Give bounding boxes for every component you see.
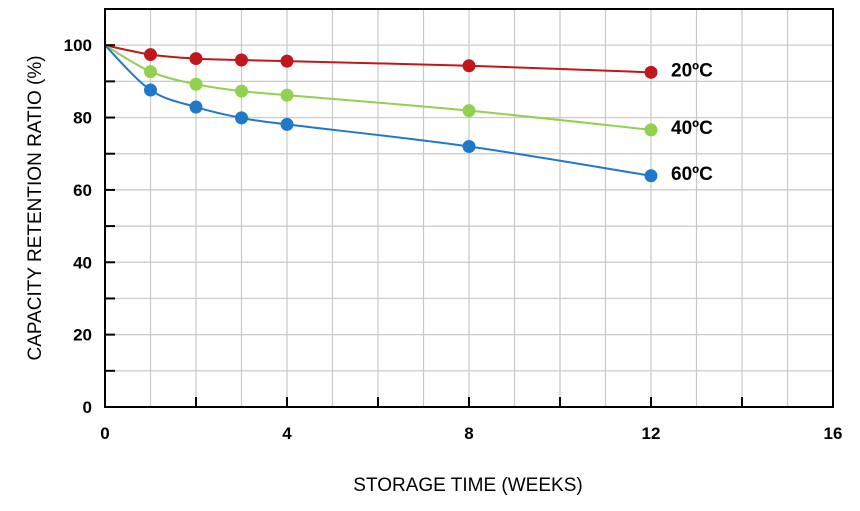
series-label: 20ºC bbox=[671, 60, 713, 81]
data-point bbox=[644, 123, 658, 137]
data-point bbox=[144, 48, 157, 62]
x-tick-label: 8 bbox=[464, 424, 473, 443]
y-tick-label: 60 bbox=[73, 181, 92, 200]
data-point bbox=[280, 88, 294, 102]
y-tick-label: 80 bbox=[73, 109, 92, 128]
data-point bbox=[280, 117, 294, 131]
data-point bbox=[644, 169, 658, 183]
x-axis-title: STORAGE TIME (WEEKS) bbox=[353, 475, 582, 496]
data-point bbox=[462, 139, 476, 153]
data-point bbox=[189, 52, 203, 66]
series-labels: 20ºC 40ºC 60ºC bbox=[671, 60, 713, 184]
series-label: 40ºC bbox=[671, 118, 713, 139]
series-points bbox=[144, 48, 658, 183]
data-point bbox=[235, 84, 248, 98]
data-point bbox=[189, 77, 203, 91]
data-point bbox=[644, 65, 658, 79]
data-point bbox=[462, 104, 476, 118]
data-point bbox=[280, 54, 294, 68]
x-tick-label: 0 bbox=[100, 424, 109, 443]
x-tick-label: 12 bbox=[642, 424, 661, 443]
data-point bbox=[462, 59, 476, 73]
x-tick-label: 16 bbox=[824, 424, 843, 443]
data-point bbox=[144, 83, 157, 97]
series-label: 60ºC bbox=[671, 164, 713, 185]
data-point bbox=[189, 100, 203, 114]
y-tick-label: 100 bbox=[64, 36, 92, 55]
y-tick-label: 20 bbox=[73, 326, 92, 345]
x-tick-label: 4 bbox=[282, 424, 292, 443]
y-tick-label: 40 bbox=[73, 253, 92, 272]
axis-ticks bbox=[105, 44, 743, 407]
data-point bbox=[235, 53, 248, 67]
y-tick-label: 0 bbox=[83, 398, 92, 417]
data-point bbox=[235, 111, 248, 125]
tick-labels: 0 4 8 12 16 0 20 40 60 80 100 bbox=[64, 36, 843, 443]
y-axis-title: CAPACITY RETENTION RATIO (%) bbox=[25, 55, 46, 360]
data-point bbox=[144, 65, 157, 79]
